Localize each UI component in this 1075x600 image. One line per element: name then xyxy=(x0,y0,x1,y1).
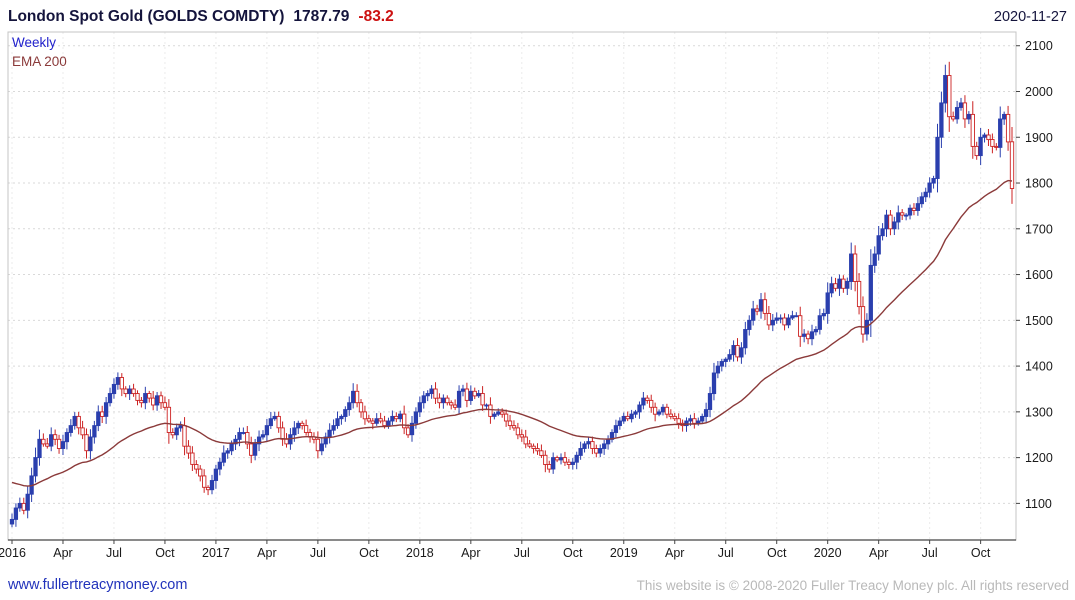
svg-text:Apr: Apr xyxy=(53,546,72,560)
svg-text:1100: 1100 xyxy=(1025,497,1052,511)
svg-text:Oct: Oct xyxy=(359,546,379,560)
svg-text:Oct: Oct xyxy=(971,546,991,560)
svg-text:1300: 1300 xyxy=(1025,405,1053,419)
ema-line xyxy=(11,179,1013,487)
site-link[interactable]: www.fullertreacymoney.com xyxy=(8,577,188,593)
svg-text:Apr: Apr xyxy=(869,546,888,560)
svg-text:Jul: Jul xyxy=(106,546,122,560)
svg-text:1400: 1400 xyxy=(1025,360,1053,374)
last-price: 1787.79 xyxy=(293,7,350,25)
svg-text:2018: 2018 xyxy=(406,546,434,560)
price-change: -83.2 xyxy=(358,7,394,25)
svg-text:Oct: Oct xyxy=(155,546,175,560)
svg-text:Jul: Jul xyxy=(718,546,734,560)
svg-text:Apr: Apr xyxy=(257,546,276,560)
plot-border xyxy=(7,31,1017,541)
chart-legend: Weekly EMA 200 xyxy=(12,33,67,71)
svg-text:2000: 2000 xyxy=(1025,85,1053,99)
y-axis: 2100 2000 1900 1800 1700 1600 1500 1400 1300 1200… xyxy=(1016,39,1053,511)
svg-text:1700: 1700 xyxy=(1025,222,1053,236)
svg-text:Jul: Jul xyxy=(922,546,938,560)
svg-text:2020: 2020 xyxy=(814,546,842,560)
svg-text:2016: 2016 xyxy=(0,546,26,560)
svg-text:1800: 1800 xyxy=(1025,177,1053,191)
chart-date: 2020-11-27 xyxy=(993,8,1067,25)
svg-text:1200: 1200 xyxy=(1025,451,1053,465)
svg-text:2017: 2017 xyxy=(202,546,230,560)
svg-text:Oct: Oct xyxy=(563,546,583,560)
instrument-title: London Spot Gold (GOLDS COMDTY) xyxy=(8,7,285,25)
price-chart[interactable]: 2100 2000 1900 1800 1700 1600 1500 1400 1300 1200… xyxy=(0,28,1075,568)
svg-text:2100: 2100 xyxy=(1025,39,1053,53)
chart-header: London Spot Gold (GOLDS COMDTY) 1787.79 … xyxy=(0,0,1075,28)
svg-text:2019: 2019 xyxy=(610,546,638,560)
page-footer: www.fullertreacymoney.com This website i… xyxy=(0,572,1075,600)
svg-text:Jul: Jul xyxy=(310,546,326,560)
svg-text:Jul: Jul xyxy=(514,546,530,560)
svg-text:1500: 1500 xyxy=(1025,314,1053,328)
copyright-text: This website is © 2008-2020 Fuller Treac… xyxy=(636,578,1069,593)
candlestick-series xyxy=(9,61,1015,528)
svg-text:Apr: Apr xyxy=(461,546,480,560)
svg-text:Oct: Oct xyxy=(767,546,787,560)
x-axis: 2016 Apr Jul Oct 2017 Apr Jul Oct 2018 Apr Jul Oct 2… xyxy=(0,539,1016,560)
svg-text:1600: 1600 xyxy=(1025,268,1053,282)
svg-text:1900: 1900 xyxy=(1025,131,1053,145)
ema-legend-label: EMA 200 xyxy=(12,54,67,69)
svg-text:Apr: Apr xyxy=(665,546,684,560)
grid-lines xyxy=(8,32,1016,540)
timeframe-label: Weekly xyxy=(12,35,57,50)
